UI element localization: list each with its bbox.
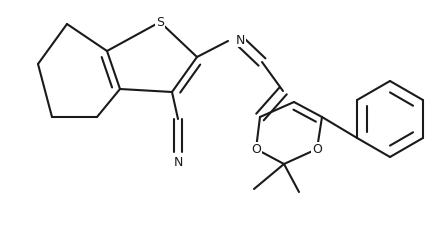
- Text: O: O: [251, 143, 261, 156]
- Text: N: N: [173, 156, 183, 169]
- Text: N: N: [236, 33, 246, 46]
- Text: O: O: [312, 143, 322, 156]
- Text: S: S: [156, 16, 164, 29]
